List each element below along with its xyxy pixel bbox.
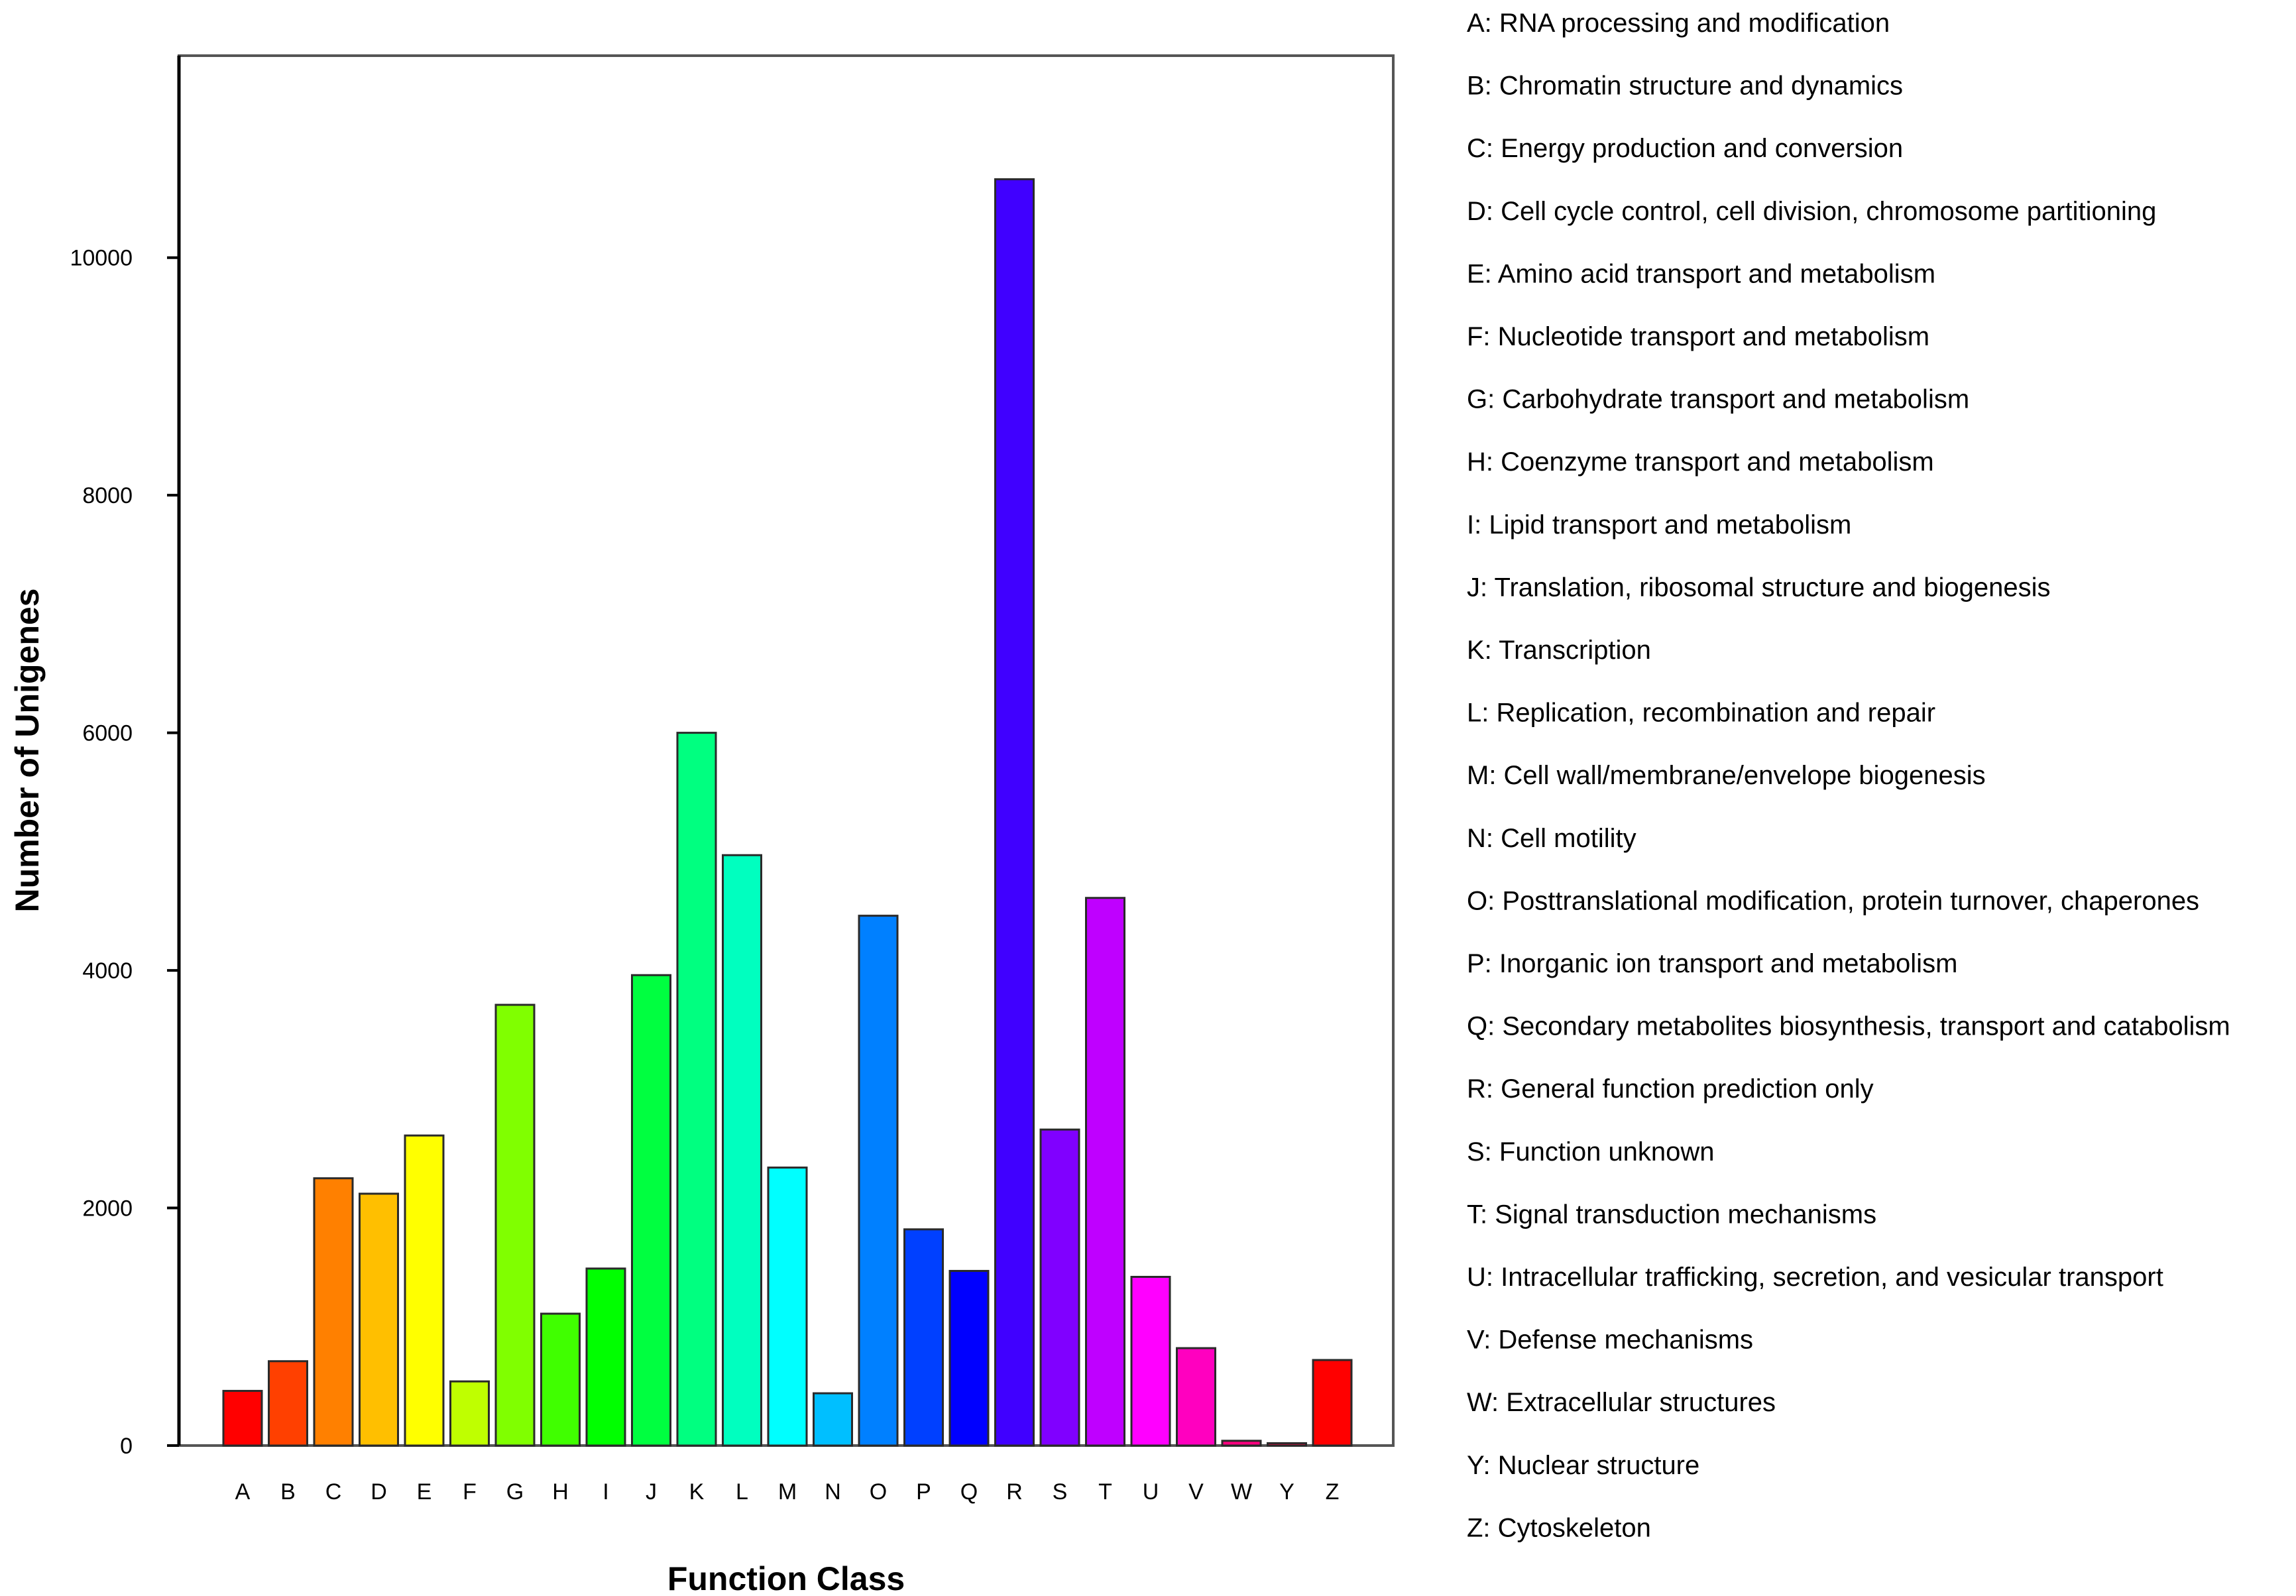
- legend-entry: S: Function unknown: [1467, 1137, 1715, 1167]
- x-tick-label: I: [603, 1479, 608, 1505]
- bar-V: [1176, 1347, 1216, 1447]
- legend: A: RNA processing and modification B: Chr…: [1467, 9, 2230, 1542]
- legend-entry: T: Signal transduction mechanisms: [1467, 1200, 1876, 1229]
- x-tick-label: W: [1231, 1479, 1252, 1505]
- x-tick-label: Z: [1326, 1479, 1340, 1505]
- legend-entry: R: General function prediction only: [1467, 1074, 1874, 1104]
- legend-entry: V: Defense mechanisms: [1467, 1326, 1753, 1355]
- legend-entry: I: Lipid transport and metabolism: [1467, 510, 1851, 540]
- legend-entry: Q: Secondary metabolites biosynthesis, t…: [1467, 1012, 2230, 1041]
- y-axis-title: Number of Unigenes: [9, 589, 46, 913]
- y-tick-label: 8000: [82, 483, 133, 508]
- bar-E: [404, 1134, 445, 1447]
- legend-entry: K: Transcription: [1467, 636, 1651, 665]
- bar-U: [1130, 1275, 1171, 1447]
- x-tick-label: P: [916, 1479, 931, 1505]
- bar-K: [676, 732, 717, 1447]
- legend-entry: A: RNA processing and modification: [1467, 9, 1890, 38]
- bar-M: [767, 1167, 808, 1447]
- legend-entry: M: Cell wall/membrane/envelope biogenesi…: [1467, 761, 1986, 790]
- y-axis-ticks: 0 2000 4000 6000 8000 10000: [70, 246, 179, 1459]
- x-tick-label: M: [778, 1479, 797, 1505]
- legend-entry: D: Cell cycle control, cell division, ch…: [1467, 197, 2156, 226]
- y-tick-label: 4000: [82, 958, 133, 984]
- legend-entry: O: Posttranslational modification, prote…: [1467, 886, 2199, 915]
- x-tick-label: Q: [960, 1479, 978, 1505]
- x-tick-label: R: [1006, 1479, 1023, 1505]
- legend-entry: G: Carbohydrate transport and metabolism: [1467, 385, 1969, 414]
- x-tick-label: N: [825, 1479, 841, 1505]
- bar-A: [222, 1390, 263, 1447]
- bar-O: [858, 915, 899, 1447]
- legend-entry: W: Extracellular structures: [1467, 1388, 1776, 1417]
- x-tick-label: J: [646, 1479, 657, 1505]
- legend-entry: U: Intracellular trafficking, secretion,…: [1467, 1263, 2163, 1292]
- x-tick-label: V: [1188, 1479, 1204, 1505]
- x-axis-title: Function Class: [667, 1560, 905, 1596]
- bar-C: [313, 1177, 354, 1447]
- bar-Z: [1312, 1359, 1353, 1447]
- bar-R: [994, 178, 1035, 1447]
- x-tick-label: O: [870, 1479, 887, 1505]
- bar-W: [1221, 1440, 1262, 1447]
- x-tick-label: S: [1053, 1479, 1068, 1505]
- bar-Y: [1267, 1442, 1307, 1447]
- legend-entry: L: Replication, recombination and repair: [1467, 699, 1935, 728]
- x-tick-label: F: [463, 1479, 477, 1505]
- bar-B: [268, 1360, 308, 1447]
- x-tick-label: D: [371, 1479, 387, 1505]
- bar-Q: [948, 1270, 990, 1447]
- x-tick-label: L: [736, 1479, 748, 1505]
- bar-series: [222, 178, 1353, 1447]
- x-tick-label: K: [689, 1479, 705, 1505]
- bar-L: [722, 854, 762, 1447]
- x-tick-label: U: [1143, 1479, 1159, 1505]
- bar-H: [540, 1312, 581, 1447]
- y-tick-label: 2000: [82, 1196, 133, 1222]
- x-tick-label: B: [280, 1479, 296, 1505]
- y-tick-label: 6000: [82, 721, 133, 746]
- legend-entry: E: Amino acid transport and metabolism: [1467, 259, 1935, 288]
- x-tick-label: T: [1098, 1479, 1112, 1505]
- legend-entry: J: Translation, ribosomal structure and …: [1467, 573, 2050, 602]
- x-tick-label: H: [552, 1479, 569, 1505]
- x-tick-label: E: [417, 1479, 432, 1505]
- legend-entry: Z: Cytoskeleton: [1467, 1513, 1651, 1542]
- legend-entry: N: Cell motility: [1467, 824, 1636, 853]
- legend-entry: C: Energy production and conversion: [1467, 134, 1903, 163]
- x-tick-label: A: [235, 1479, 251, 1505]
- legend-entry: Y: Nuclear structure: [1467, 1451, 1699, 1480]
- y-tick-label: 10000: [70, 246, 133, 271]
- x-tick-label: Y: [1279, 1479, 1294, 1505]
- bar-J: [631, 974, 671, 1447]
- x-tick-label: C: [325, 1479, 342, 1505]
- legend-entry: B: Chromatin structure and dynamics: [1467, 72, 1903, 101]
- bar-P: [903, 1228, 944, 1447]
- bar-D: [359, 1192, 399, 1447]
- x-tick-label: G: [506, 1479, 524, 1505]
- legend-entry: H: Coenzyme transport and metabolism: [1467, 447, 1934, 477]
- bar-F: [449, 1380, 490, 1447]
- y-tick-label: 0: [120, 1434, 133, 1459]
- bar-T: [1085, 897, 1125, 1447]
- legend-entry: F: Nucleotide transport and metabolism: [1467, 322, 1929, 351]
- bar-N: [813, 1392, 853, 1447]
- legend-entry: P: Inorganic ion transport and metabolis…: [1467, 949, 1957, 978]
- bar-G: [494, 1003, 536, 1447]
- bar-S: [1039, 1128, 1080, 1447]
- bar-I: [585, 1267, 626, 1447]
